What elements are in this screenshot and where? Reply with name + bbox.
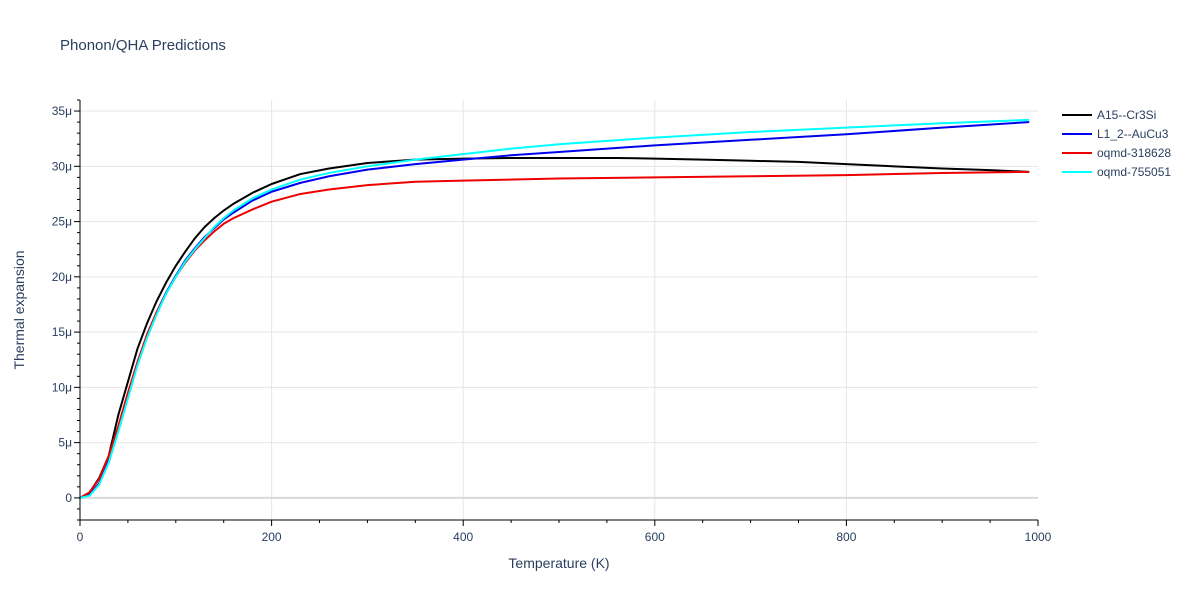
legend-item[interactable]: A15--Cr3Si (1062, 108, 1156, 122)
y-tick-label: 0 (65, 491, 72, 505)
chart-title: Phonon/QHA Predictions (60, 37, 226, 54)
y-tick-label: 35μ (52, 104, 72, 118)
legend[interactable]: A15--Cr3Si L1_2--AuCu3 oqmd-318628 oqmd-755… (1062, 108, 1171, 179)
legend-item[interactable]: L1_2--AuCu3 (1062, 127, 1169, 141)
series-line-oqmd-755051 (79, 118, 1030, 499)
x-tick-label: 200 (262, 530, 282, 544)
legend-item[interactable]: oqmd-755051 (1062, 165, 1171, 179)
x-tick-label: 600 (645, 530, 665, 544)
x-tick-label: 400 (453, 530, 473, 544)
series-line-A15--Cr3Si (79, 157, 1030, 499)
series-line-oqmd-318628 (79, 170, 1030, 499)
series-layer (79, 118, 1030, 499)
legend-label: L1_2--AuCu3 (1097, 127, 1169, 141)
legend-item[interactable]: oqmd-318628 (1062, 146, 1171, 160)
x-tick-label: 1000 (1025, 530, 1052, 544)
y-axis-title: Thermal expansion (11, 250, 27, 369)
y-tick-label: 10μ (52, 380, 72, 394)
axes-layer: 0 200 400 600 800 1000 0 5μ 10μ 15μ 20μ 25μ 30μ 35μ (52, 99, 1052, 544)
y-tick-label: 25μ (52, 215, 72, 229)
x-tick-label: 800 (836, 530, 856, 544)
grid-layer (80, 100, 1038, 520)
y-tick-label: 30μ (52, 159, 72, 173)
x-tick-label: 0 (77, 530, 84, 544)
x-axis-title: Temperature (K) (508, 555, 609, 571)
legend-label: oqmd-318628 (1097, 146, 1171, 160)
y-tick-label: 5μ (58, 436, 72, 450)
legend-label: oqmd-755051 (1097, 165, 1171, 179)
legend-label: A15--Cr3Si (1097, 108, 1156, 122)
y-tick-label: 15μ (52, 325, 72, 339)
y-tick-label: 20μ (52, 270, 72, 284)
